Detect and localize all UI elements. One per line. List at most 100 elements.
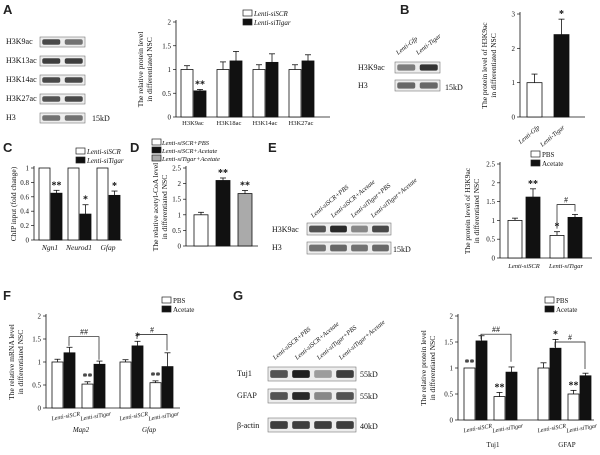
panel-b-bar (526, 82, 543, 118)
panel-a-x-tick-label: H3K9ac (182, 120, 204, 127)
panel-f-significance: * (135, 331, 140, 342)
panel-g-x-tick-label: Lenti-siTigar (491, 423, 525, 435)
blot-g-strip-band (336, 392, 354, 400)
panel-g-y-axis-label: in differentiated NSC (428, 336, 437, 400)
blot-b-strip-band (419, 64, 438, 71)
blot-b-row-label: H3K9ac (358, 63, 385, 72)
panel-b-y-axis-label: The protein level of H3K9ac (480, 22, 489, 109)
panel-letter-d: D (130, 140, 139, 155)
blot-e-strip-band (372, 225, 389, 233)
panel-a-x-tick-label: H3K18ac (217, 120, 242, 127)
panel-f-comparison-bracket (136, 334, 168, 351)
blot-g-lane-label: Lenti-siSCR+PBS (271, 325, 313, 362)
blot-e-row-label: H3 (272, 243, 282, 252)
panel-d-bar (215, 180, 231, 247)
panel-a-significance: ** (195, 79, 205, 90)
panel-c-y-tick-label: 0 (26, 237, 30, 245)
panel-e-y-tick-label: 0 (492, 255, 496, 263)
panel-g-y-axis-label: The relative protein level (419, 330, 428, 406)
blot-e-strip-band (351, 225, 368, 233)
panel-d-bar (237, 193, 253, 247)
blot-b-strip-band (397, 82, 416, 89)
panel-g-significance: ** (495, 382, 505, 393)
blot-a-strip-band (42, 77, 61, 83)
legend-a-label: Lenti-siTigar (253, 19, 291, 27)
panel-e-bar (525, 196, 541, 259)
panel-a-x-tick-label: H3K14ac (253, 120, 278, 127)
blot-g-kd-label: 55kD (360, 392, 378, 401)
panel-d-y-axis-label: The relative acetyl-CoA level (151, 163, 160, 252)
panel-g-bar (537, 367, 550, 421)
blot-g-strip-band (292, 421, 310, 429)
blot-b-strip-frame (394, 79, 441, 92)
panel-e-comparison-bracket (556, 204, 576, 229)
blot-a-strip-frame (39, 36, 86, 48)
blot-b-row-label: H3 (358, 81, 368, 90)
blot-a-strip-band (42, 39, 61, 45)
panel-a-bar (301, 60, 315, 118)
panel-e-y-tick-label: 0.5 (486, 236, 495, 244)
panel-f-bar (131, 345, 144, 409)
blot-g-strip-frame (267, 388, 357, 404)
panel-a-y-axis-label: in differentiated NSC (145, 37, 154, 101)
panel-d-significance: ** (218, 168, 228, 179)
panel-g-y-tick-label: 2 (450, 313, 454, 321)
blot-g-strip-band (292, 392, 310, 400)
panel-d-y-tick-label: 0.5 (172, 227, 181, 235)
panel-d-y-axis-label: in differentiated NSC (160, 175, 169, 239)
panel-b-bar (553, 34, 570, 118)
legend-swatch (151, 146, 162, 154)
panel-f-bar (149, 382, 162, 409)
blot-g-strip-frame (267, 417, 357, 433)
panel-f-significance: ** (83, 372, 93, 383)
panel-g-significance: * (553, 329, 558, 340)
panel-f-y-tick-label: 1.5 (32, 336, 41, 344)
blot-g-row-label: β-actin (237, 421, 259, 430)
panel-f-y-tick-label: 0.5 (32, 382, 41, 390)
panel-c-y-tick-label: 0.4 (20, 208, 29, 216)
panel-b-y-axis-label: in differentiated NSC (489, 33, 498, 97)
blot-a: H3K9ac H3K13ac H3K14ac H3K27ac H3 15kD (6, 37, 110, 123)
panel-e-y-tick-label: 2 (492, 179, 496, 187)
panel-g-y-tick-label: 0 (450, 417, 454, 425)
blot-e-strip-frame (306, 222, 392, 236)
blot-b-strip-band (419, 82, 438, 89)
panel-c-y-tick-label: 1 (26, 165, 30, 173)
panel-d-y-tick-label: 0 (178, 243, 182, 251)
legend-g-label: PBS (556, 297, 569, 305)
panel-c-bar (79, 213, 92, 241)
blot-g-strip-band (336, 370, 354, 378)
legend-c-label: Lenti-siSCR (86, 148, 122, 156)
legend-e-label: Acetate (542, 160, 563, 168)
blot-g-strip-band (314, 370, 332, 378)
panel-a-y-tick-label: 1 (168, 66, 172, 74)
panel-g-significance: ** (465, 358, 475, 369)
panel-b-x-tick-label: Lenti-Tigar (538, 124, 566, 149)
blot-e-strip-band (309, 225, 326, 233)
panel-g-bar (567, 393, 580, 421)
panel-c-x-tick-label: Gfap (101, 243, 116, 252)
panel-letter-e: E (268, 140, 277, 155)
panel-g-comparison-bracket (480, 333, 512, 362)
panel-e-x-tick-label: Lenti-siTigar (548, 263, 583, 270)
blot-a-strip-band (64, 115, 83, 121)
blot-a-strip-frame (39, 74, 86, 86)
panel-f-y-axis-label: The relative mRNA level (7, 324, 16, 400)
legend-swatch (151, 154, 162, 162)
panel-g-x-tick-label: Lenti-siTigar (565, 423, 599, 435)
panel-f-comparison-bracket (68, 336, 100, 360)
legend-swatch (242, 18, 253, 26)
legend-swatch (544, 296, 555, 304)
panel-a-bar (288, 69, 302, 118)
legend-swatch (161, 305, 172, 313)
panel-f-y-tick-label: 1 (38, 359, 42, 367)
blot-g-strip-band (314, 392, 332, 400)
blot-b-kd-label: 15kD (445, 83, 463, 92)
panel-e-y-axis-label: The protein level of H3K9ac (463, 167, 472, 254)
panel-f-x-tick-label: Lenti-siTigar (147, 411, 181, 423)
panel-c-bar (96, 167, 109, 241)
panel-b-y-tick-label: 2 (512, 45, 516, 53)
legend-swatch (242, 9, 253, 17)
panel-f-y-tick-label: 0 (38, 405, 42, 413)
